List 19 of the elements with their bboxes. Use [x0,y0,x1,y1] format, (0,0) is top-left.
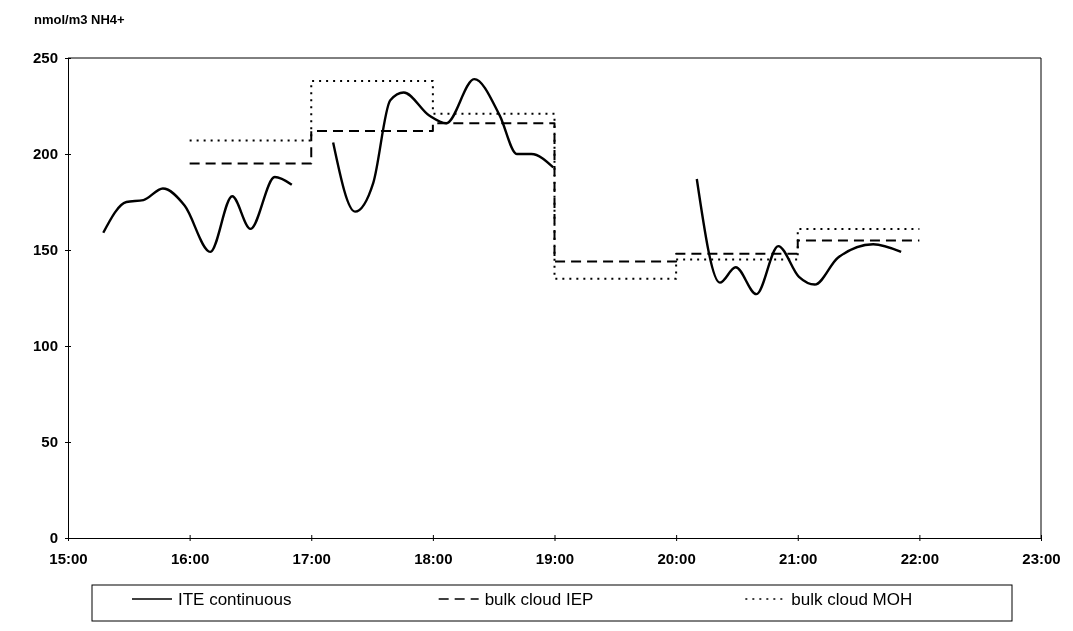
legend-label: bulk cloud IEP [484,590,594,609]
y-axis-title: nmol/m3 NH4+ [34,12,126,27]
x-tick-label: 15:00 [49,549,88,567]
x-tick-label: 18:00 [414,549,453,567]
x-tick-label: 23:00 [1022,549,1061,567]
legend-label: bulk cloud MOH [791,590,913,609]
x-tick-label: 21:00 [779,549,818,567]
y-tick-label: 250 [32,49,58,67]
x-tick-label: 17:00 [292,549,331,567]
x-tick-label: 19:00 [535,549,575,567]
y-tick-label: 150 [32,241,58,259]
y-tick-label: 200 [32,145,58,163]
x-tick-label: 20:00 [657,549,696,567]
y-tick-label: 50 [41,433,58,451]
y-tick-label: 0 [49,529,58,547]
y-tick-label: 100 [32,337,58,355]
x-tick-label: 22:00 [900,549,940,567]
x-tick-label: 16:00 [170,549,210,567]
legend-label: ITE continuous [178,590,292,609]
